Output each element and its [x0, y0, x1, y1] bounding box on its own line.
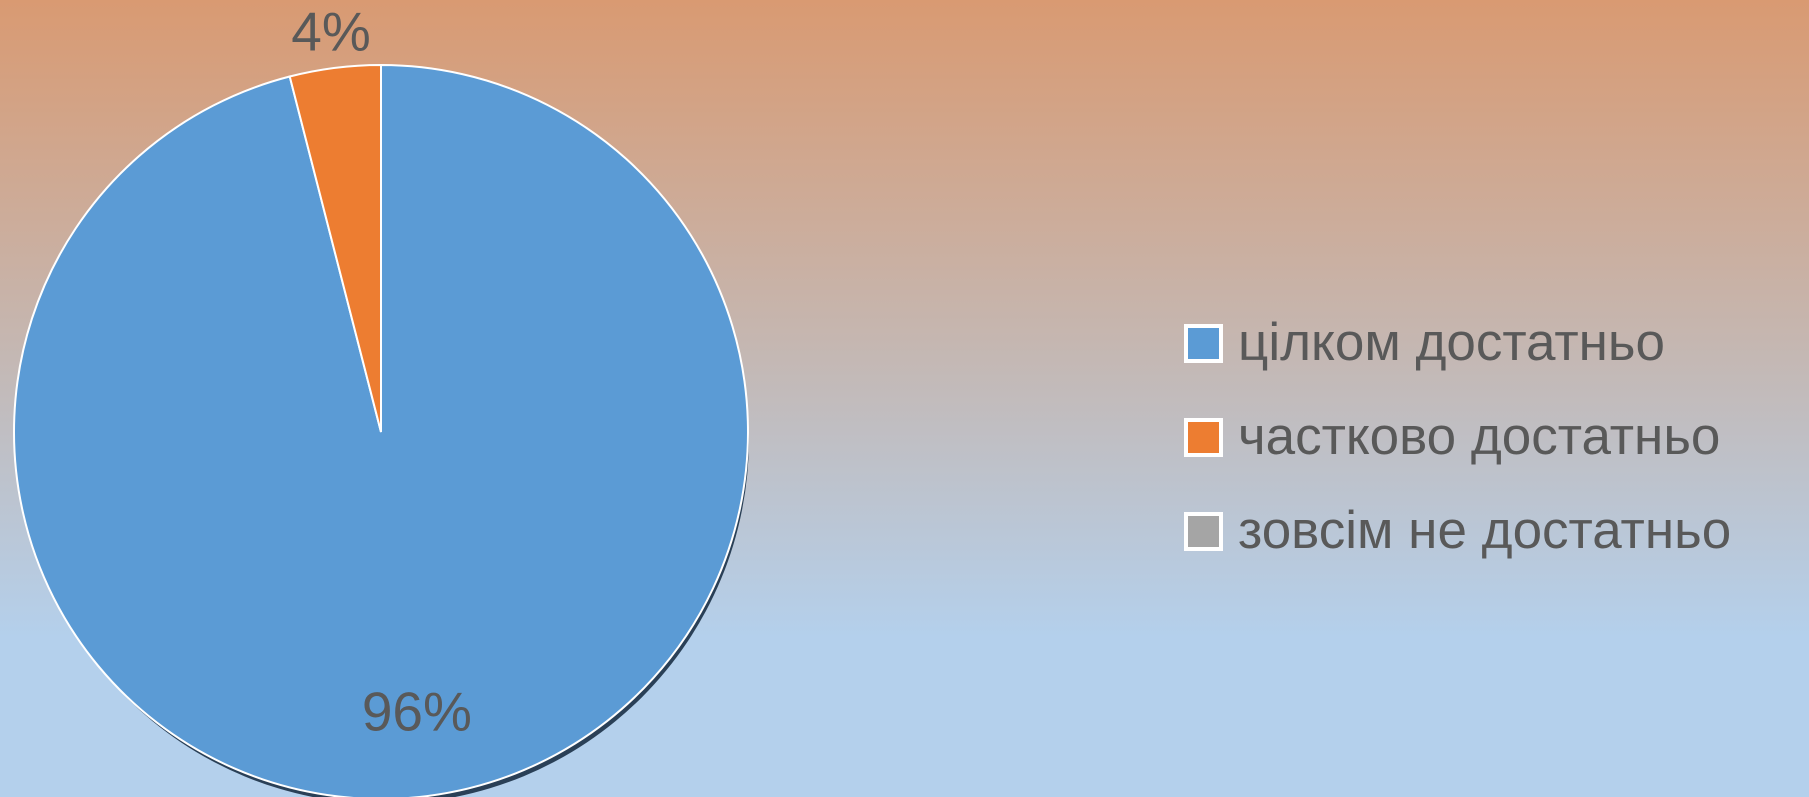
legend-swatch — [1184, 512, 1223, 551]
data-label: 4% — [291, 1, 371, 63]
legend-label: зовсім не достатньо — [1238, 501, 1731, 560]
legend-label: цілком достатньо — [1238, 313, 1665, 372]
legend-swatch — [1184, 324, 1223, 363]
legend-label: частково достатньо — [1238, 407, 1720, 466]
data-label: 96% — [362, 681, 472, 743]
legend-swatch — [1184, 418, 1223, 457]
